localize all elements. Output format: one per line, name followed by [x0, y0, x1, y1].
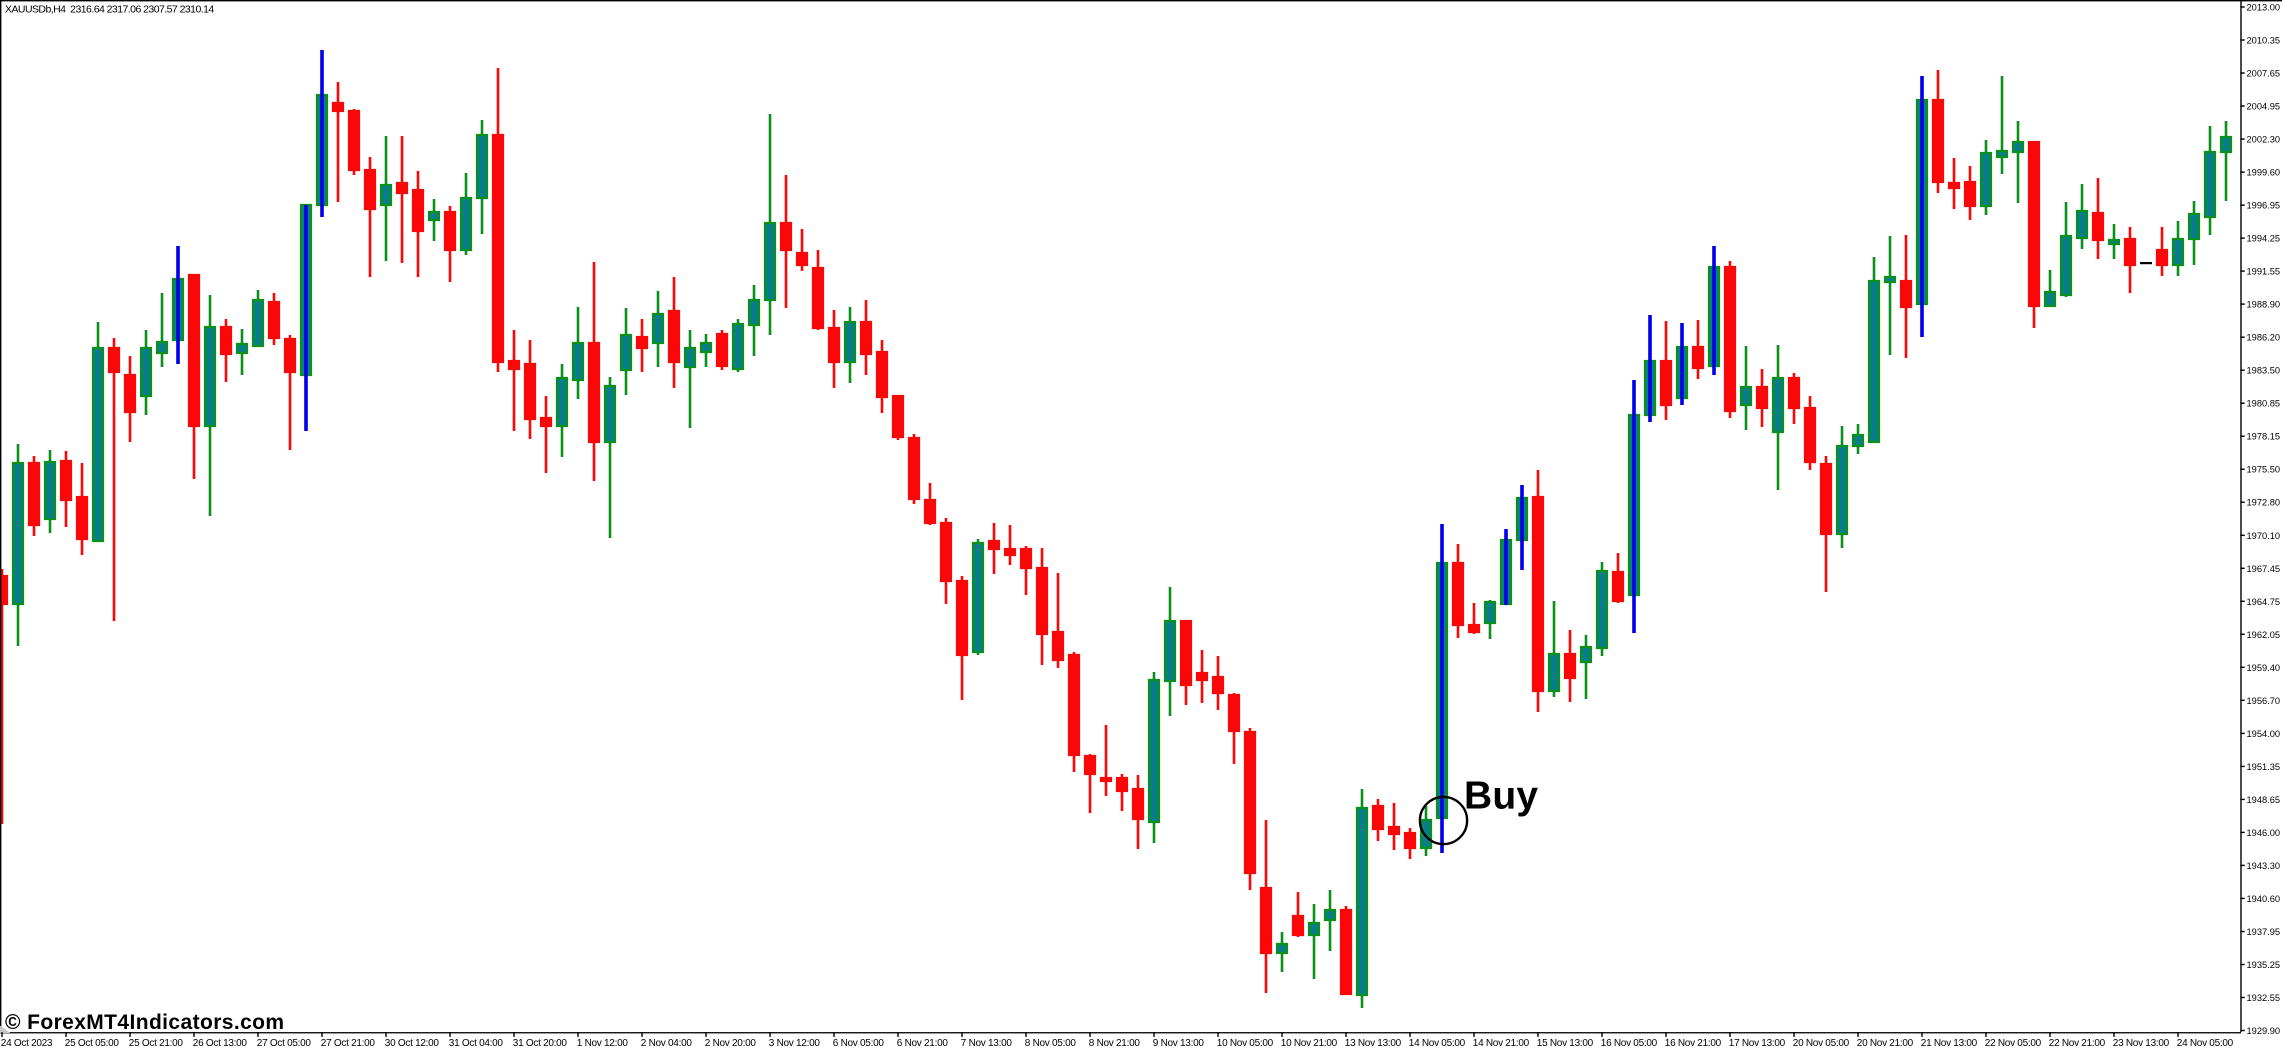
svg-text:17 Nov 13:00: 17 Nov 13:00: [1729, 1038, 1786, 1049]
svg-text:25 Oct 05:00: 25 Oct 05:00: [65, 1038, 120, 1049]
svg-text:23 Nov 13:00: 23 Nov 13:00: [2113, 1038, 2170, 1049]
svg-text:1956.70: 1956.70: [2247, 696, 2281, 706]
svg-text:2013.00: 2013.00: [2247, 3, 2281, 13]
svg-text:16 Nov 21:00: 16 Nov 21:00: [1665, 1038, 1722, 1049]
svg-text:XAUUSDb,H4 2316.64 2317.06 23: XAUUSDb,H4 2316.64 2317.06 2307.57 2310.…: [5, 4, 214, 16]
svg-text:30 Oct 12:00: 30 Oct 12:00: [385, 1038, 440, 1049]
svg-text:1951.35: 1951.35: [2247, 762, 2281, 772]
svg-text:8 Nov 05:00: 8 Nov 05:00: [1025, 1038, 1077, 1049]
svg-text:26 Oct 13:00: 26 Oct 13:00: [193, 1038, 248, 1049]
svg-text:1954.00: 1954.00: [2247, 729, 2281, 739]
svg-text:1937.95: 1937.95: [2247, 927, 2281, 937]
svg-text:24 Nov 05:00: 24 Nov 05:00: [2177, 1038, 2234, 1049]
svg-text:1999.60: 1999.60: [2247, 168, 2281, 178]
svg-text:1978.15: 1978.15: [2247, 432, 2281, 442]
svg-text:1996.95: 1996.95: [2247, 201, 2281, 211]
svg-text:24 Oct 2023: 24 Oct 2023: [1, 1038, 53, 1049]
svg-text:6 Nov 05:00: 6 Nov 05:00: [833, 1038, 885, 1049]
svg-text:21 Nov 13:00: 21 Nov 13:00: [1921, 1038, 1978, 1049]
svg-text:7 Nov 13:00: 7 Nov 13:00: [961, 1038, 1013, 1049]
svg-text:1967.45: 1967.45: [2247, 564, 2281, 574]
svg-text:27 Oct 21:00: 27 Oct 21:00: [321, 1038, 376, 1049]
svg-text:1943.30: 1943.30: [2247, 861, 2281, 871]
svg-text:20 Nov 21:00: 20 Nov 21:00: [1857, 1038, 1914, 1049]
svg-text:1948.65: 1948.65: [2247, 795, 2281, 805]
svg-text:15 Nov 13:00: 15 Nov 13:00: [1537, 1038, 1594, 1049]
svg-text:Buy: Buy: [1464, 775, 1538, 818]
svg-text:31 Oct 04:00: 31 Oct 04:00: [449, 1038, 504, 1049]
svg-text:2010.35: 2010.35: [2247, 36, 2281, 46]
svg-text:1959.40: 1959.40: [2247, 663, 2281, 673]
svg-text:6 Nov 21:00: 6 Nov 21:00: [897, 1038, 949, 1049]
svg-text:16 Nov 05:00: 16 Nov 05:00: [1601, 1038, 1658, 1049]
svg-text:1 Nov 12:00: 1 Nov 12:00: [577, 1038, 629, 1049]
svg-text:© ForexMT4Indicators.com: © ForexMT4Indicators.com: [5, 1011, 284, 1034]
svg-text:2007.65: 2007.65: [2247, 69, 2281, 79]
svg-text:1994.25: 1994.25: [2247, 234, 2281, 244]
svg-text:10 Nov 05:00: 10 Nov 05:00: [1217, 1038, 1274, 1049]
svg-text:1964.75: 1964.75: [2247, 597, 2281, 607]
svg-text:8 Nov 21:00: 8 Nov 21:00: [1089, 1038, 1141, 1049]
svg-text:1940.60: 1940.60: [2247, 894, 2281, 904]
svg-text:9 Nov 13:00: 9 Nov 13:00: [1153, 1038, 1205, 1049]
svg-text:2004.95: 2004.95: [2247, 102, 2281, 112]
svg-text:1991.55: 1991.55: [2247, 267, 2281, 277]
svg-text:3 Nov 12:00: 3 Nov 12:00: [769, 1038, 821, 1049]
svg-text:25 Oct 21:00: 25 Oct 21:00: [129, 1038, 184, 1049]
svg-text:1988.90: 1988.90: [2247, 300, 2281, 310]
svg-text:1929.90: 1929.90: [2247, 1026, 2281, 1036]
svg-text:22 Nov 21:00: 22 Nov 21:00: [2049, 1038, 2106, 1049]
svg-text:1946.00: 1946.00: [2247, 828, 2281, 838]
svg-text:27 Oct 05:00: 27 Oct 05:00: [257, 1038, 312, 1049]
svg-text:1972.80: 1972.80: [2247, 498, 2281, 508]
svg-text:1932.55: 1932.55: [2247, 993, 2281, 1003]
svg-text:1970.10: 1970.10: [2247, 531, 2281, 541]
svg-text:2 Nov 04:00: 2 Nov 04:00: [641, 1038, 693, 1049]
svg-text:14 Nov 05:00: 14 Nov 05:00: [1409, 1038, 1466, 1049]
svg-text:1986.20: 1986.20: [2247, 333, 2281, 343]
svg-text:13 Nov 13:00: 13 Nov 13:00: [1345, 1038, 1402, 1049]
svg-text:31 Oct 20:00: 31 Oct 20:00: [513, 1038, 568, 1049]
svg-text:22 Nov 05:00: 22 Nov 05:00: [1985, 1038, 2042, 1049]
svg-text:1975.50: 1975.50: [2247, 465, 2281, 475]
svg-text:1980.85: 1980.85: [2247, 399, 2281, 409]
svg-text:1935.25: 1935.25: [2247, 960, 2281, 970]
svg-text:10 Nov 21:00: 10 Nov 21:00: [1281, 1038, 1338, 1049]
svg-text:1983.50: 1983.50: [2247, 366, 2281, 376]
svg-text:1962.05: 1962.05: [2247, 630, 2281, 640]
svg-text:2002.30: 2002.30: [2247, 135, 2281, 145]
svg-text:20 Nov 05:00: 20 Nov 05:00: [1793, 1038, 1850, 1049]
svg-text:2 Nov 20:00: 2 Nov 20:00: [705, 1038, 757, 1049]
svg-text:14 Nov 21:00: 14 Nov 21:00: [1473, 1038, 1530, 1049]
